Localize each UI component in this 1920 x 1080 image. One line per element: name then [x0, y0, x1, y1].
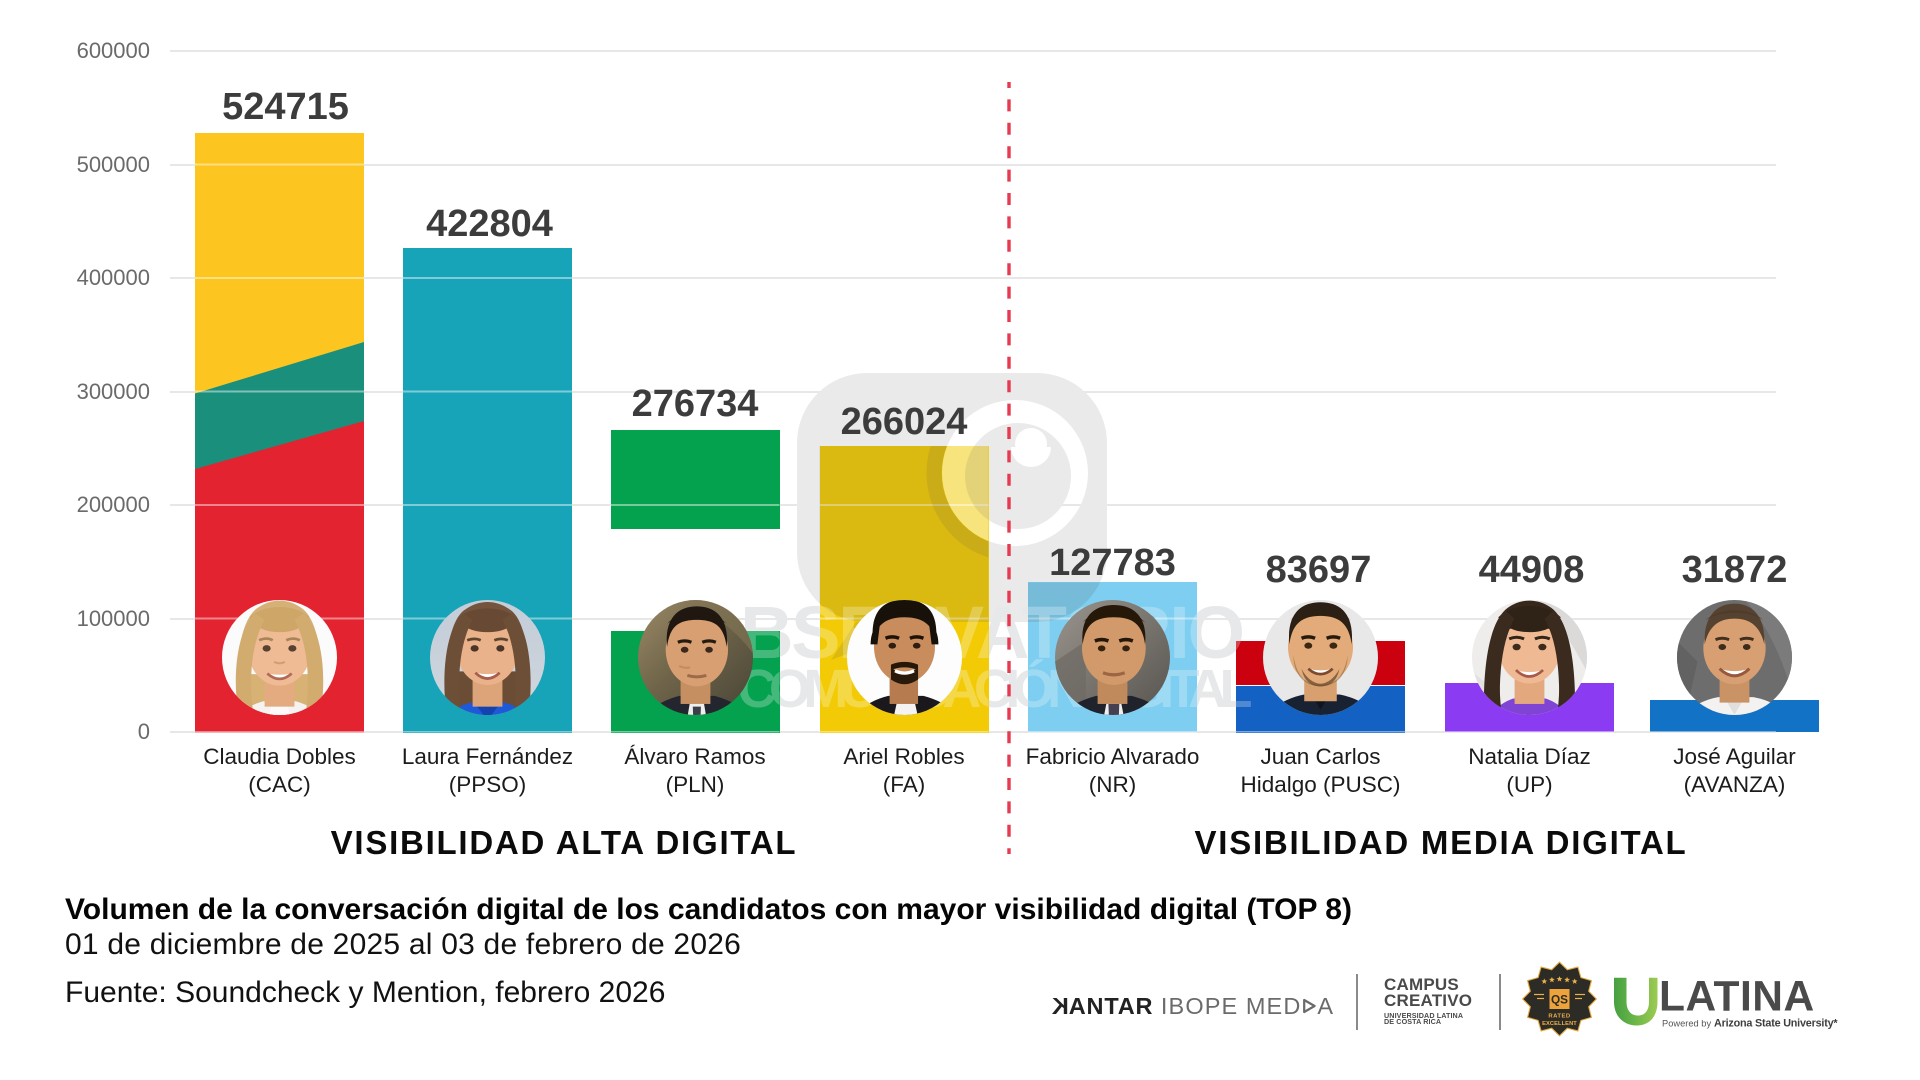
svg-text:LATINA: LATINA: [1659, 974, 1815, 1021]
svg-text:COMUNICACIÓN DIGITAL: COMUNICACIÓN DIGITAL: [738, 659, 1253, 719]
svg-text:RATED: RATED: [1548, 1014, 1570, 1020]
svg-text:EXCELLENT: EXCELLENT: [1542, 1021, 1577, 1027]
svg-text:QS: QS: [1551, 993, 1568, 1007]
svg-text:Arizona State University*: Arizona State University*: [1714, 1018, 1838, 1030]
svg-text:Powered by: Powered by: [1662, 1019, 1711, 1029]
